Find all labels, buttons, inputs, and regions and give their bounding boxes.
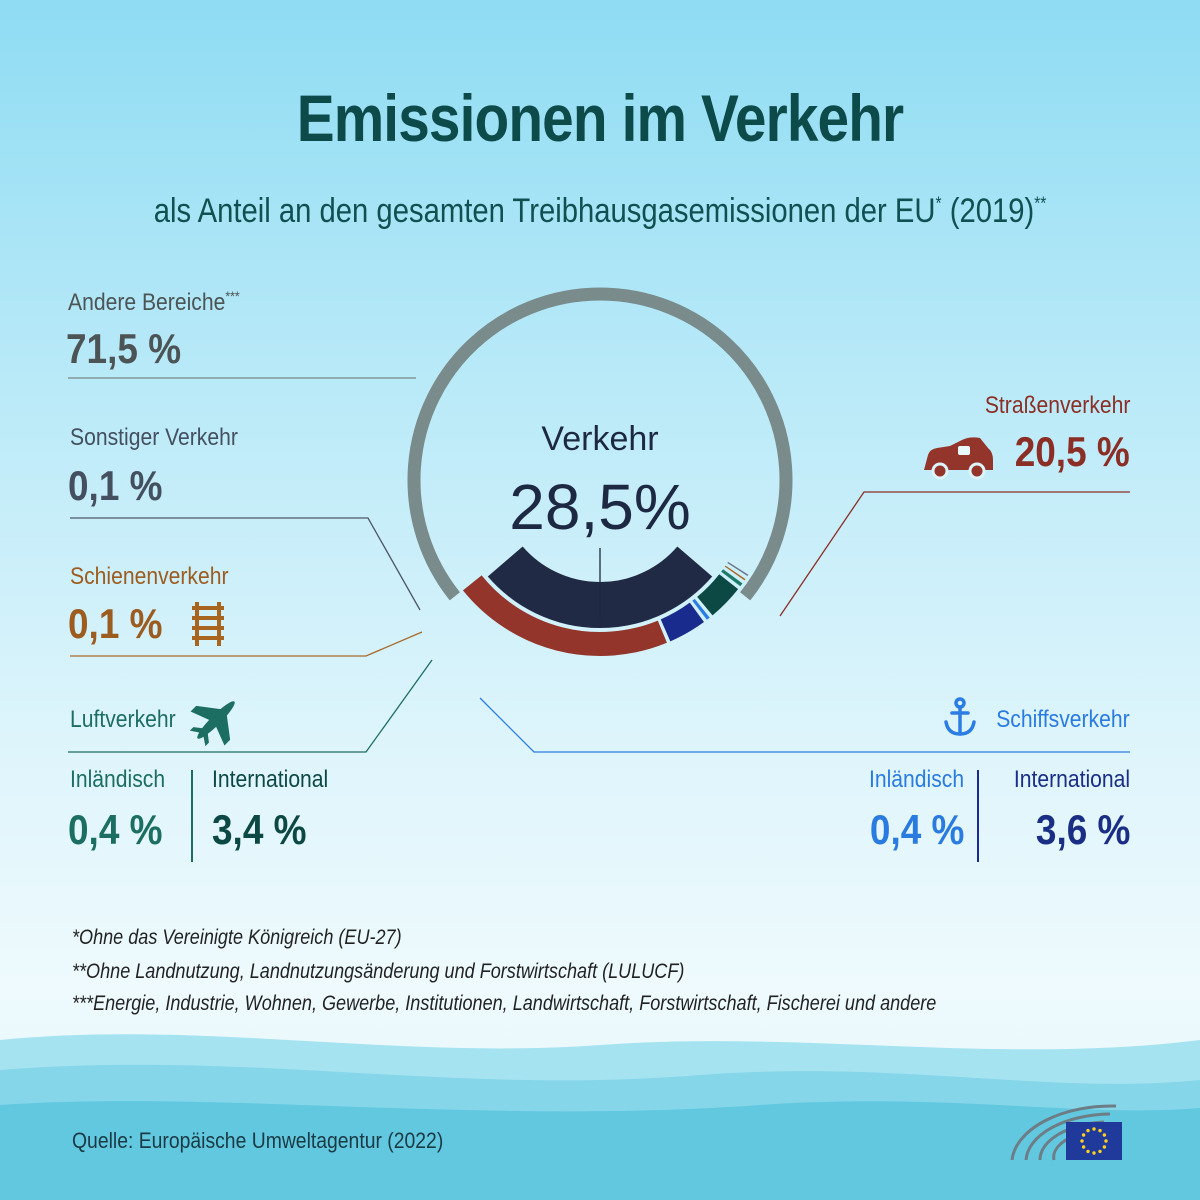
leader-schiff [479,697,1130,753]
schiff-label: Schiffsverkehr [996,706,1130,733]
center-label: Verkehr [541,420,659,458]
plane-icon [189,701,235,747]
leader-sonstiger [70,517,421,611]
leader-strasse [779,491,1130,617]
eu-star [1098,1128,1102,1133]
eu-star [1081,1145,1086,1149]
eu-star [1092,1151,1096,1155]
anchor-icon [944,697,976,736]
car-icon [924,437,993,480]
strasse-label: Straßenverkehr [984,392,1130,419]
center-value: 28,5% [509,471,691,543]
luft-int-label: International [212,766,329,793]
page-title: Emissionen im Verkehr [296,81,904,155]
schiene-label: Schienenverkehr [70,563,229,590]
strasse-value: 20,5 % [1014,428,1130,475]
eu-star [1092,1127,1096,1131]
footnote-1: *Ohne das Vereinigte Königreich (EU-27) [72,926,402,949]
luft-label: Luftverkehr [70,706,176,733]
eu-star [1080,1139,1084,1143]
schiff-inl-label: Inländisch [868,766,964,793]
andere-footnote-mark: *** [225,288,240,304]
sonstiger-label: Sonstiger Verkehr [70,424,238,451]
eu-star [1086,1128,1090,1133]
source-note: Quelle: Europäische Umweltagentur (2022) [72,1128,444,1153]
andere-value: 71,5 % [66,325,182,372]
eu-star [1102,1133,1107,1137]
eu-star [1102,1145,1107,1149]
arc-sonstiger-verkehr [727,561,749,577]
arc-schienenverkehr [724,565,746,581]
parliament-logo [1010,1104,1122,1161]
schiff-int-value: 3,6 % [1035,806,1130,853]
footnote-2: **Ohne Landnutzung, Landnutzungsänderung… [72,960,685,983]
arc-luft-international [696,574,739,616]
eu-star [1098,1149,1102,1154]
page-subtitle: als Anteil an den gesamten Treibhausgase… [84,192,1116,231]
luft-int-value: 3,4 % [212,806,307,853]
schiene-value: 0,1 % [68,600,163,647]
eu-star [1104,1139,1108,1143]
subtitle-footnote-mark-2: ** [1034,193,1047,214]
andere-label: Andere Bereiche*** [68,288,240,317]
eu-star [1081,1133,1086,1137]
subtitle-footnote-mark-1: * [935,193,942,214]
schiff-inl-value: 0,4 % [869,806,964,853]
footnote-3: ***Energie, Industrie, Wohnen, Gewerbe, … [72,992,937,1015]
subtitle-year: (2019) [941,192,1035,230]
arc-luft-inlaendisch [721,569,743,587]
luft-divider [191,770,193,862]
arc-schiff-international [660,602,704,642]
leader-schiene [70,631,423,657]
luft-inl-label: Inländisch [70,766,166,793]
arc-schiff-inlaendisch [692,598,710,620]
wave-front [0,1101,1200,1200]
schiff-divider [977,770,979,862]
andere-label-text: Andere Bereiche [68,289,226,316]
sonstiger-value: 0,1 % [68,462,163,509]
leader-luft [68,659,433,753]
rail-icon [192,602,224,646]
ring-andere-bereiche [407,287,793,601]
eu-star [1086,1149,1090,1154]
arc-strassenverkehr [462,575,667,656]
schiff-int-label: International [1013,766,1130,793]
luft-inl-value: 0,4 % [68,806,163,853]
subtitle-text: als Anteil an den gesamten Treibhausgase… [153,192,936,230]
